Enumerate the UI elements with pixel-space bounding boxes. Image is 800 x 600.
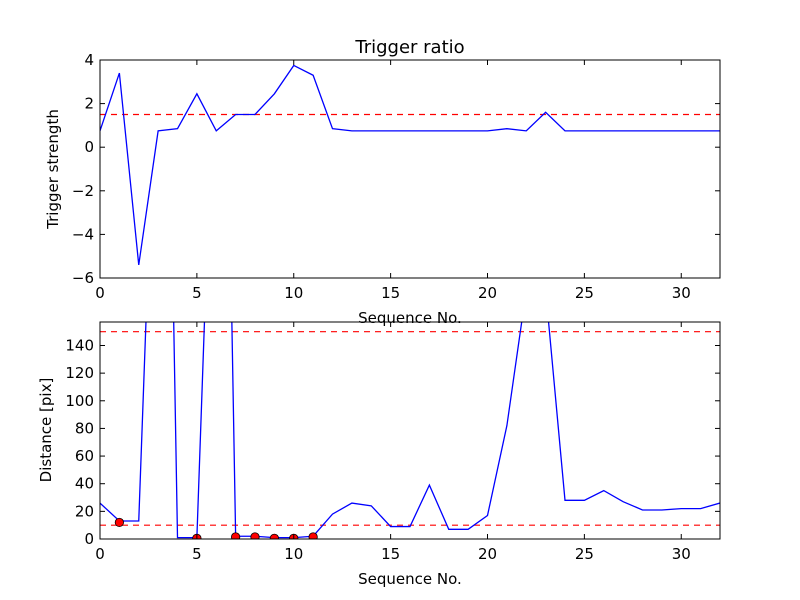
- trigger-x-tick-label: 10: [284, 284, 303, 302]
- distance-x-tick-label: 15: [381, 545, 400, 563]
- distance-y-axis-label: Distance [pix]: [37, 378, 55, 483]
- trigger-y-tick-label: −6: [72, 269, 94, 287]
- trigger-y-tick-label: −4: [72, 225, 94, 243]
- distance-y-tick-label: 20: [75, 502, 94, 520]
- trigger-y-tick-label: −2: [72, 182, 94, 200]
- chart-title: Trigger ratio: [354, 37, 464, 58]
- distance-axes-frame: [99, 321, 721, 540]
- trigger-y-tick-label: 0: [84, 138, 94, 156]
- trigger-axes-frame: [99, 59, 721, 279]
- distance-x-tick-label: 30: [672, 545, 691, 563]
- distance-data-point: [114, 517, 124, 528]
- distance-x-tick-label: 10: [284, 545, 303, 563]
- distance-y-tick-label: 100: [65, 392, 94, 410]
- trigger-x-tick-label: 5: [192, 284, 202, 302]
- trigger-x-tick-label: 15: [381, 284, 400, 302]
- distance-x-tick-label: 20: [478, 545, 497, 563]
- distance-y-tick-label: 120: [65, 364, 94, 382]
- distance-subplot: 0 5 10 15 20 25 30 0 20 40 60 80 100 120 140 Sequence …: [37, 321, 721, 588]
- trigger-y-axis-label: Trigger strength: [44, 109, 62, 230]
- distance-y-tick-label: 80: [75, 419, 94, 437]
- distance-y-tick-label: 60: [75, 447, 94, 465]
- trigger-x-tick-label: 0: [95, 284, 105, 302]
- distance-data-point: [269, 533, 279, 539]
- distance-data-point: [231, 532, 241, 539]
- trigger-x-tick-label: 20: [478, 284, 497, 302]
- distance-x-tick-label: 0: [95, 545, 105, 563]
- distance-y-tick-label: 140: [65, 336, 94, 354]
- trigger-y-tick-label: 2: [84, 95, 94, 113]
- trigger-plot-area: [100, 64, 720, 266]
- trigger-ticks: 0 5 10 15 20 25 30 −6 −4 −2 0 2 4: [72, 51, 720, 302]
- distance-y-tick-label: 0: [84, 530, 94, 548]
- trigger-y-tick-label: 4: [84, 51, 94, 69]
- trigger-x-tick-label: 25: [575, 284, 594, 302]
- distance-data-point: [250, 532, 260, 539]
- trigger-series-line-0: [100, 64, 720, 266]
- distance-x-axis-label: Sequence No.: [358, 570, 462, 588]
- trigger-x-tick-label: 30: [672, 284, 691, 302]
- distance-series-line-0: [100, 322, 720, 539]
- distance-x-tick-label: 5: [192, 545, 202, 563]
- trigger-x-axis-label: Sequence No.: [358, 309, 462, 327]
- distance-y-tick-label: 40: [75, 475, 94, 493]
- distance-x-tick-label: 25: [575, 545, 594, 563]
- trigger-ratio-subplot: Trigger ratio 0 5 10 15 20 25 30 −6 −4 −2 0 2 4 Sequ…: [44, 37, 721, 327]
- distance-ticks: 0 5 10 15 20 25 30 0 20 40 60 80 100 120 140: [65, 322, 720, 563]
- distance-data-point: [308, 532, 318, 539]
